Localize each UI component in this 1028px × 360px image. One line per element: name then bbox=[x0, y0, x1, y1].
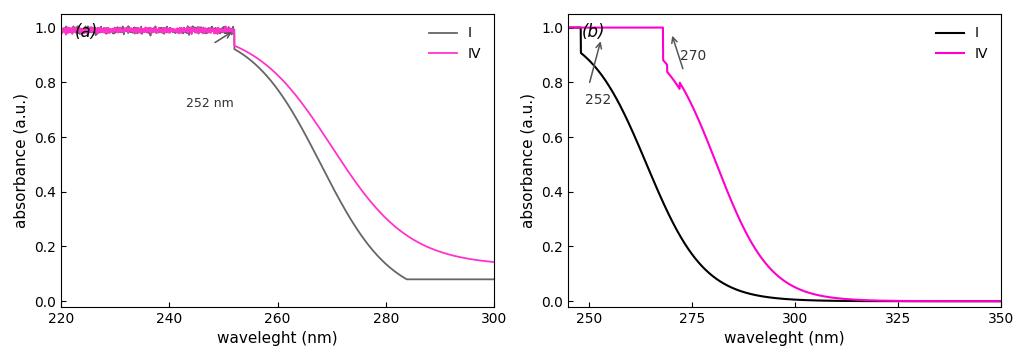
Y-axis label: absorbance (a.u.): absorbance (a.u.) bbox=[521, 93, 536, 228]
X-axis label: waveleght (nm): waveleght (nm) bbox=[725, 331, 845, 346]
IV bbox=[475, 258, 487, 263]
IV bbox=[773, 274, 785, 279]
IV bbox=[995, 299, 1007, 303]
I bbox=[77, 30, 89, 34]
Text: (a): (a) bbox=[74, 23, 98, 41]
IV bbox=[903, 299, 915, 303]
IV bbox=[56, 27, 68, 31]
I bbox=[254, 67, 266, 71]
IV bbox=[761, 263, 773, 267]
IV bbox=[219, 24, 231, 28]
I bbox=[56, 26, 68, 30]
IV bbox=[396, 230, 408, 234]
IV bbox=[983, 299, 995, 303]
Line: IV: IV bbox=[568, 28, 1001, 301]
IV bbox=[77, 28, 89, 32]
I bbox=[773, 296, 785, 301]
IV bbox=[584, 26, 596, 30]
I bbox=[995, 299, 1007, 303]
Text: (b): (b) bbox=[582, 23, 604, 41]
IV bbox=[254, 58, 266, 63]
I bbox=[401, 277, 413, 282]
I bbox=[487, 277, 500, 282]
Line: I: I bbox=[62, 26, 493, 279]
I bbox=[396, 274, 408, 279]
I bbox=[122, 24, 135, 28]
IV bbox=[265, 68, 278, 72]
I bbox=[562, 26, 575, 30]
I bbox=[761, 295, 773, 299]
IV bbox=[982, 299, 994, 303]
Line: I: I bbox=[568, 28, 1001, 301]
I bbox=[584, 59, 596, 64]
I bbox=[475, 277, 487, 282]
IV bbox=[487, 260, 500, 264]
Text: 270: 270 bbox=[680, 49, 706, 63]
Legend: I, IV: I, IV bbox=[424, 21, 487, 67]
I bbox=[265, 80, 278, 84]
I bbox=[476, 277, 488, 282]
Text: 252: 252 bbox=[585, 93, 611, 107]
I bbox=[982, 299, 994, 303]
Legend: I, IV: I, IV bbox=[930, 21, 994, 67]
Text: 252 nm: 252 nm bbox=[186, 97, 233, 110]
Line: IV: IV bbox=[62, 26, 493, 262]
Y-axis label: absorbance (a.u.): absorbance (a.u.) bbox=[14, 93, 29, 228]
IV bbox=[562, 26, 575, 30]
IV bbox=[475, 258, 487, 263]
X-axis label: waveleght (nm): waveleght (nm) bbox=[217, 331, 338, 346]
I bbox=[983, 299, 995, 303]
I bbox=[903, 299, 915, 303]
